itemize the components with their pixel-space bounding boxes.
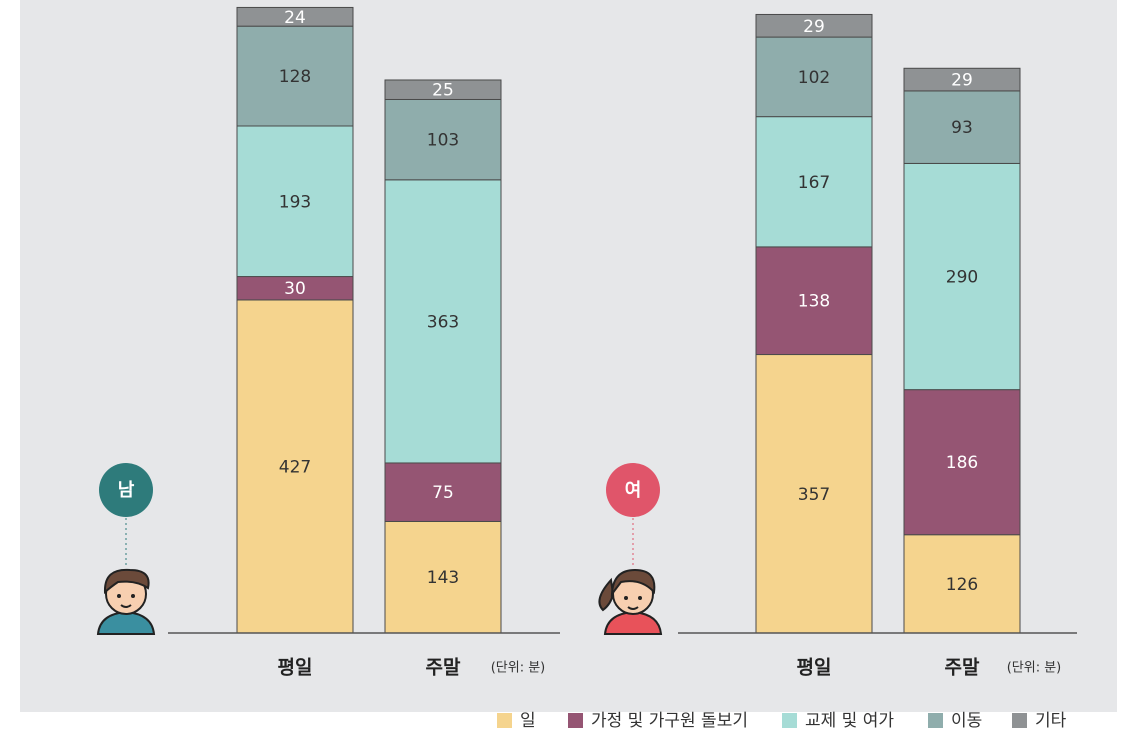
bar-segment — [384, 520, 502, 634]
bar-segment — [755, 36, 873, 118]
badge-label: 남 — [118, 480, 135, 501]
legend-label: 일 — [520, 711, 536, 731]
legend-label: 이동 — [951, 711, 982, 731]
legend-swatch — [568, 713, 583, 728]
legend-label: 가정 및 가구원 돌보기 — [591, 711, 748, 731]
badge — [99, 463, 153, 517]
data-label: 29 — [803, 17, 825, 37]
legend-swatch — [782, 713, 797, 728]
bar-segment — [384, 79, 502, 100]
bar-segment — [236, 6, 354, 27]
bar-segment — [236, 299, 354, 634]
bar-segment — [903, 389, 1021, 536]
data-label: 427 — [279, 457, 311, 477]
bar-segment — [903, 162, 1021, 391]
man-icon — [96, 568, 156, 635]
data-label: 357 — [798, 485, 830, 505]
unit-label: (단위: 분) — [491, 661, 546, 676]
unit-label: (단위: 분) — [1007, 661, 1062, 676]
data-label: 363 — [427, 312, 459, 332]
data-label: 193 — [279, 192, 311, 212]
data-label: 126 — [946, 575, 978, 595]
data-label: 138 — [798, 292, 830, 312]
data-label: 167 — [798, 173, 830, 193]
data-label: 93 — [951, 118, 973, 138]
bar-segment — [236, 25, 354, 127]
data-label: 24 — [284, 8, 306, 28]
badge-label: 여 — [625, 480, 642, 501]
bar-segment — [755, 246, 873, 356]
x-tick-label: 주말 — [945, 657, 980, 679]
woman-icon — [598, 568, 663, 635]
bar-segment — [903, 67, 1021, 92]
bar-segment — [903, 90, 1021, 164]
bar-segment — [384, 98, 502, 181]
legend-swatch — [497, 713, 512, 728]
data-label: 25 — [432, 81, 454, 101]
data-label: 290 — [946, 268, 978, 288]
data-label: 102 — [798, 68, 830, 88]
x-tick-label: 주말 — [426, 657, 461, 679]
bar-segment — [755, 13, 873, 38]
legend-label: 교제 및 여가 — [805, 711, 894, 731]
data-label: 75 — [432, 483, 454, 503]
legend-swatch — [928, 713, 943, 728]
bar-segment — [903, 534, 1021, 634]
legend-swatch — [1012, 713, 1027, 728]
bar-segment — [384, 179, 502, 464]
data-label: 128 — [279, 67, 311, 87]
data-label: 103 — [427, 131, 459, 151]
x-tick-label: 평일 — [797, 657, 832, 679]
badge — [606, 463, 660, 517]
x-tick-label: 평일 — [278, 657, 313, 679]
data-label: 29 — [951, 71, 973, 91]
data-label: 186 — [946, 453, 978, 473]
bar-segment — [755, 354, 873, 634]
data-label: 143 — [427, 568, 459, 588]
bar-segment — [236, 125, 354, 278]
legend-label: 기타 — [1035, 711, 1067, 731]
data-label: 30 — [284, 279, 306, 299]
